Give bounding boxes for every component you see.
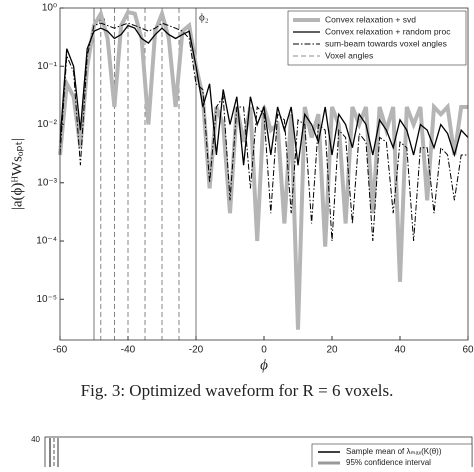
series-line	[59, 24, 469, 166]
y-tick-label: 10⁻²	[37, 119, 57, 130]
y-tick-label: 10⁻⁴	[36, 236, 57, 247]
legend-label: sum-beam towards voxel angles	[325, 38, 447, 48]
x-tick-label: -40	[121, 345, 136, 356]
legend-label: Convex relaxation + svd	[325, 14, 416, 24]
x-tick-label: 60	[462, 345, 474, 356]
y-axis-label: |a(ϕ)ᴴWsₒₚₜ|	[9, 138, 25, 210]
marker-label: ϕ₂	[199, 12, 209, 24]
x-tick-label: -20	[189, 345, 204, 356]
y-tick-label: 10⁻³	[37, 177, 57, 188]
y-tick-label: 10⁻¹	[37, 61, 57, 72]
x-tick-label: 0	[261, 345, 267, 356]
x-tick-label: 20	[326, 345, 338, 356]
x-tick-label: 40	[394, 345, 406, 356]
next-legend-text: 95% confidence interval	[346, 458, 431, 467]
legend-label: Convex relaxation + random proc	[325, 26, 451, 36]
caption: Fig. 3: Optimized waveform for R = 6 vox…	[81, 381, 394, 400]
x-axis-label: ϕ	[260, 357, 268, 373]
series-line	[59, 22, 468, 242]
legend-label: Voxel angles	[325, 50, 373, 60]
y-tick-label: 10⁰	[42, 3, 57, 14]
next-figure-tick: 40	[31, 435, 40, 444]
x-tick-label: -60	[53, 345, 68, 356]
y-tick-label: 10⁻⁵	[36, 294, 57, 305]
next-legend-text: Sample mean of λₘₐₓ(K(θ))	[346, 447, 442, 456]
